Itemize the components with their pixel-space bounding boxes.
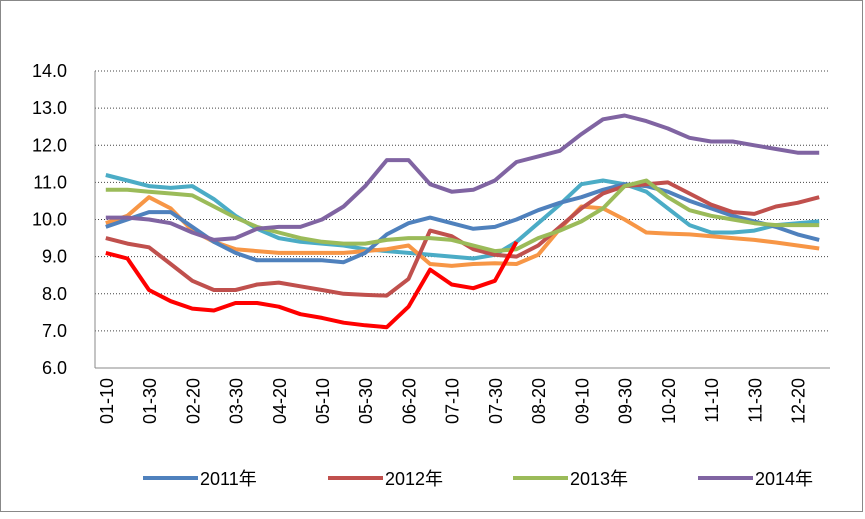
x-tick-label: 01-30 xyxy=(140,378,160,424)
x-tick-label: 05-10 xyxy=(313,378,333,424)
legend-label: 2014年 xyxy=(755,469,813,489)
series-line xyxy=(105,240,519,330)
x-tick-label: 08-20 xyxy=(529,378,549,424)
legend-label: 2013年 xyxy=(570,469,628,489)
x-tick-label: 10-20 xyxy=(659,378,679,424)
y-tick-label: 10.0 xyxy=(32,210,67,230)
x-tick-label: 09-30 xyxy=(616,378,636,424)
y-tick-label: 6.0 xyxy=(42,358,67,378)
series-line xyxy=(105,113,820,242)
legend-label: 2012年 xyxy=(385,469,443,489)
x-tick-label: 02-20 xyxy=(183,378,203,424)
y-tick-label: 8.0 xyxy=(42,284,67,304)
x-tick-label: 11-10 xyxy=(702,378,722,423)
series-line xyxy=(105,182,820,265)
x-tick-label: 07-30 xyxy=(486,378,506,424)
x-tick-label: 05-30 xyxy=(356,378,376,424)
x-tick-label: 11-30 xyxy=(745,378,765,423)
x-tick-label: 06-20 xyxy=(399,378,419,424)
series-line xyxy=(105,173,820,261)
x-tick-label: 03-30 xyxy=(227,378,247,424)
x-tick-label: 07-10 xyxy=(443,378,463,424)
x-tick-label: 04-20 xyxy=(270,378,290,424)
x-tick-label: 09-10 xyxy=(572,378,592,424)
x-tick-label: 01-10 xyxy=(97,378,117,424)
legend-label: 2011年 xyxy=(200,469,257,489)
y-tick-label: 13.0 xyxy=(32,98,67,118)
y-tick-label: 14.0 xyxy=(32,61,67,81)
y-tick-label: 9.0 xyxy=(42,247,67,267)
x-tick-label: 12-20 xyxy=(789,378,809,424)
y-tick-label: 7.0 xyxy=(42,321,67,341)
series-line xyxy=(105,178,820,254)
y-tick-label: 12.0 xyxy=(32,135,67,155)
y-tick-label: 11.0 xyxy=(33,172,67,192)
